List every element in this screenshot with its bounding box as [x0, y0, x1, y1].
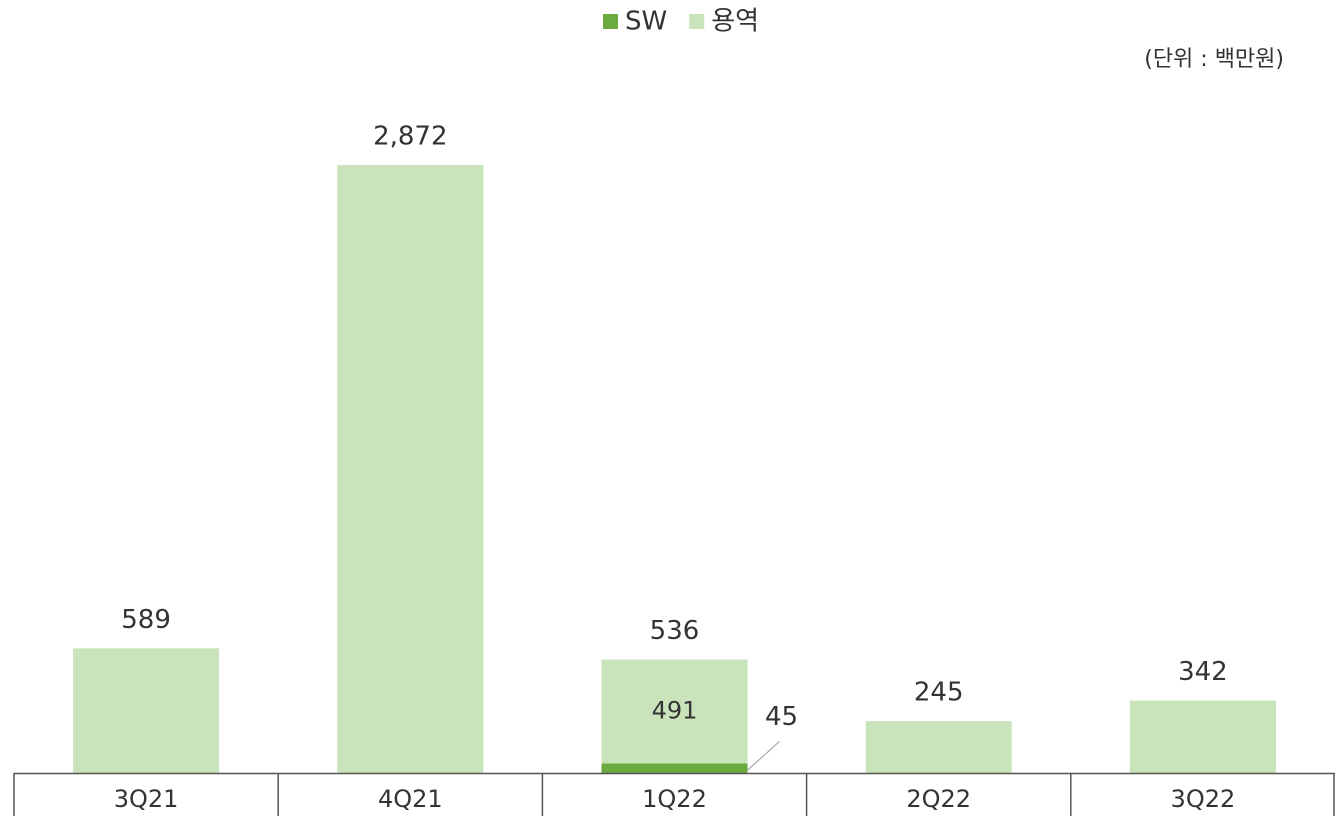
total-label: 245: [914, 678, 964, 708]
total-label: 536: [650, 616, 700, 646]
leader-line: [747, 741, 780, 771]
segment-label: 491: [652, 697, 698, 725]
bar-segment: [601, 763, 748, 773]
legend-label: 용역: [711, 7, 759, 37]
x-tick-label: 4Q21: [378, 785, 443, 813]
bar-segment: [865, 721, 1012, 773]
x-tick-label: 2Q22: [906, 785, 971, 813]
total-label: 342: [1178, 657, 1228, 687]
bar-segment: [601, 659, 748, 764]
bar-segment: [1129, 700, 1276, 773]
total-label: 2,872: [373, 122, 447, 152]
legend-label: SW: [625, 7, 667, 37]
total-label: 589: [121, 605, 171, 635]
x-tick-label: 1Q22: [642, 785, 707, 813]
segment-label: 45: [765, 702, 798, 732]
legend-swatch: [603, 14, 618, 29]
x-tick-label: 3Q22: [1171, 785, 1236, 813]
bar-segment: [73, 648, 220, 773]
x-tick-label: 3Q21: [114, 785, 179, 813]
legend-swatch: [689, 14, 705, 29]
unit-label: (단위 : 백만원): [1144, 47, 1284, 72]
bar-segment: [337, 165, 484, 774]
